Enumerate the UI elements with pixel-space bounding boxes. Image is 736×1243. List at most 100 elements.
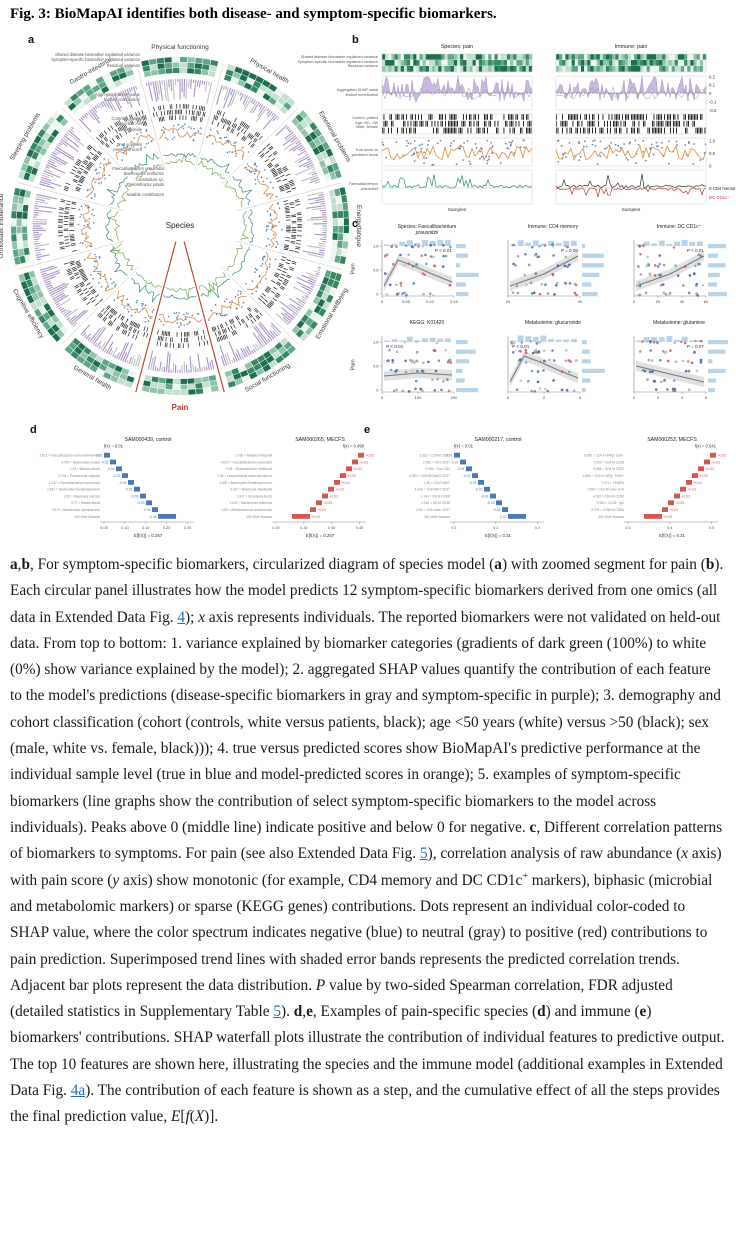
shap-value: -0.03 [137,501,145,505]
feature-label: 4.023 = Faecalibacterium prausnitzii [221,460,272,464]
b-axis-tick: 0.1 [709,83,716,88]
waterfall-title: SAM000217, control [474,437,521,443]
correlation-plot-svg: 20 40 P = 0.06 [506,240,604,304]
b-axis-tick: 0 [709,91,712,96]
caption-text: x [198,608,205,626]
correlation-plot-svg: 2 3 4 5 P = 0.07 [633,336,729,400]
caption-text: ) biomarkers' contributions. SHAP waterf… [10,1003,725,1100]
panel-a-label: a [28,34,35,46]
panel-b-legend-shap: Aggregated SHAP value feature contributi… [292,88,378,97]
legend-line: Faecalibacterium prausnitzii [112,166,164,171]
legend-line: Controls, patient [111,116,143,121]
caption-text: )]. [204,1108,219,1126]
feature-label: 4.059 = CD8 DN MAIT CD27 [409,474,450,478]
x-tick-label: 3 [657,395,660,400]
caption-text: ) and immune ( [545,1003,640,1021]
shap-value: +0.02 [718,454,727,458]
x-tick-label: 0 [633,299,636,304]
panel-b-label: b [352,34,359,46]
panel-a-legend-notable: Notable contributors [78,192,164,197]
feature-label: 0.82 = CD8 naive CD27 [416,508,450,512]
shap-value: -0.06 [149,515,157,519]
legend-line: Flavonifractor plautii [126,182,164,188]
legend-line: True score vs [355,148,378,152]
x-tick-label: 0 [507,395,510,400]
feature-label: 302 other features [598,515,624,519]
caption-text: axis represents individuals. The reporte… [10,608,721,836]
shap-value: -0.03 [493,508,501,512]
caption-link[interactable]: 5 [419,845,428,863]
waterfall-title: SAM000439, control [124,437,171,443]
p-value: P < 0.01 [435,248,453,253]
x-tick-label: 4 [681,395,684,400]
legend-line: Bacteroides uniformis [123,171,164,177]
caption-text: d [293,1003,303,1021]
panel-c-label: c [352,218,359,230]
fx-label: f(x) = 0.01 [454,444,474,449]
figure-title: Fig. 3: BioMapAI identifies both disease… [10,6,497,22]
panel-b-legend-species: Faecalibacterium prausnitzii [292,182,378,191]
circos-segment-label: Energy/fatigue [355,205,362,247]
feature-label: 8.826 = CD4 M INFg⁺ GzA⁺ [584,454,624,458]
feature-label: 1.144 = DN M CD8R [421,494,451,498]
x-tick-label: 0.05 [402,299,411,304]
shap-value: -0.02 [475,488,483,492]
x-tick-label: 2 [543,395,546,400]
feature-label: 9.076 = CD56 M CD8A [591,508,625,512]
feature-label: 2.95 = Roseburia hominis [64,494,101,498]
fx-label: f(x) = 0.499 [343,444,365,449]
p-value: P = 0.06 [561,248,579,253]
caption-text: [ [180,1108,186,1126]
shap-value: +0.02 [342,481,351,485]
legend-line: Age <50, >50 [116,121,142,127]
axis-tick: 0.4 [667,526,672,530]
correlation-plot-title: Immune: CD4 memory [527,224,579,230]
caption-link[interactable]: 4 [177,608,186,626]
y-tick-label: 0 [376,388,379,393]
shap-value: +0.02 [366,454,375,458]
y-tick-label: 0.5 [373,364,379,369]
shap-value: -0.02 [469,481,477,485]
shap-value: -0.02 [113,474,121,478]
feature-label: 1.33 = Blautia obeum [70,467,101,471]
panel-a-legend-score: True score vs predicted score [62,142,142,153]
panel-a-legend-shap: Aggregated SHAP value feature contributi… [40,92,140,103]
correlation-plot-title: Metabolome: glutamine [653,320,705,326]
feature-label: 0.322 = Roseburia intestinalis [230,488,272,492]
caption-link[interactable]: 5 [273,1003,281,1021]
caption-text: X [194,1108,205,1126]
shap-value: -0.02 [95,454,103,458]
shap-value: +0.02 [694,481,703,485]
legend-line: Aggregated SHAP value [336,88,378,92]
caption-text: b [705,556,715,573]
panel-a-legend-variance: Shared disease biomarker explained varia… [16,52,140,68]
b-axis-tick: 1.0 [709,139,716,144]
shap-value: +0.03 [330,494,339,498]
axis-tick: 0.05 [100,526,107,530]
feature-label: 1.36 = Lawsonibacter asaccharolyticus [217,474,272,478]
caption-text: ), correlation analysis of raw abundance… [427,845,682,863]
x-tick-label: 0.15 [450,299,459,304]
shap-value: +0.02 [706,467,715,471]
caption-text: P [315,976,326,994]
y-tick-label: 1.0 [373,244,379,249]
shap-value: +0.05 [664,515,673,519]
legend-line: Residual variance [347,64,378,69]
b-axis-tick: 0.2 [709,75,716,80]
shap-value: -0.01 [457,467,465,471]
legend-line: Notable contributors [126,192,164,197]
correlation-plot: Metabolome: glucuronide 0 2 4 P < 0.01 [488,320,608,414]
x-tick-label: 2 [633,395,636,400]
feature-label: 5.684 = CD4 M CD57 [593,467,624,471]
panel-b-xlabel-immune: Samples [621,208,641,213]
caption-link[interactable]: 4a [70,1082,86,1100]
panel-c-ylabel-row2: Pain [350,359,357,371]
legend-line: feature contribution [104,97,140,103]
shap-value: +0.02 [360,460,369,464]
correlation-plot: KEGG: K01420 0 100 200 1.0 0.5 0 P < 0.01 [362,320,482,414]
feature-label: 3.813 = Faecalibacteria excrementihomini… [39,454,100,458]
y-tick-label: 0 [376,292,379,297]
legend-line: Symptom-specific biomarker explained var… [51,57,140,63]
shap-value: -0.03 [487,501,495,505]
panel-e-label: e [364,424,371,436]
